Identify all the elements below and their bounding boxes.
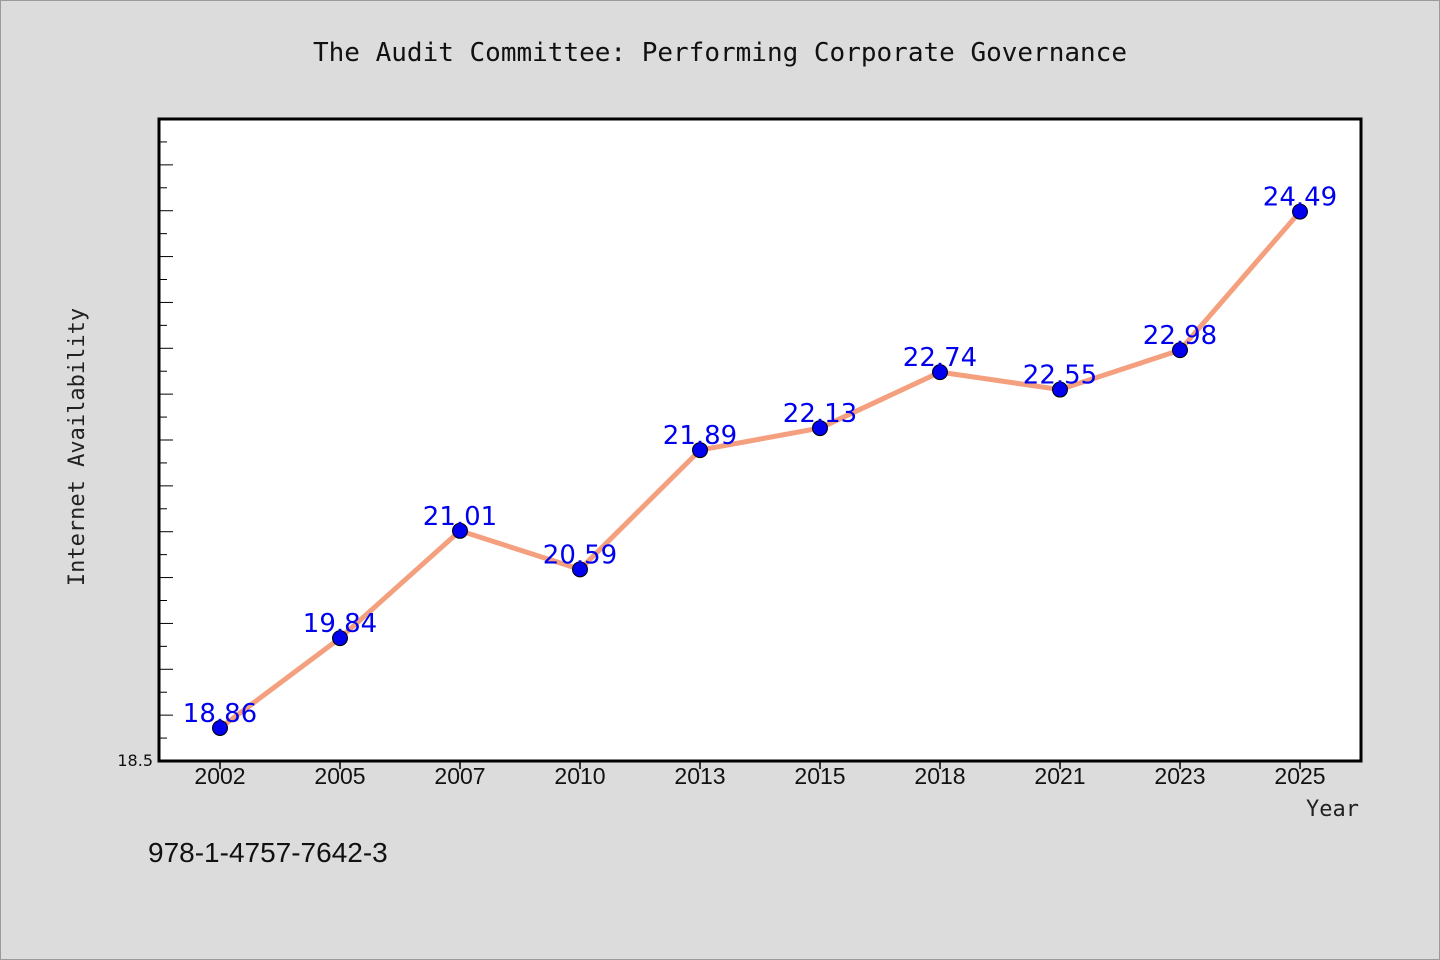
data-point [1172, 342, 1188, 359]
data-label: 24.49 [1263, 183, 1337, 213]
x-tick-label: 2015 [794, 763, 845, 789]
data-point [1052, 381, 1068, 398]
data-label: 21.89 [663, 421, 737, 451]
y-axis-ticks [159, 118, 173, 762]
x-tick-label: 2013 [674, 763, 725, 789]
data-point [812, 420, 828, 437]
y-tick-label: 18.5 [117, 751, 153, 770]
data-point [1292, 203, 1308, 220]
data-label: 22.13 [783, 399, 857, 429]
x-tick-label: 2002 [194, 763, 245, 789]
data-point [452, 522, 468, 539]
series-layer: 18.86 19.84 21.01 20.59 21.89 22.13 22.74 22.55… [183, 183, 1337, 736]
x-tick-label: 2025 [1274, 763, 1325, 789]
data-label: 20.59 [543, 540, 617, 570]
isbn-footer: 978-1-4757-7642-3 [148, 837, 388, 868]
data-label: 22.55 [1023, 361, 1097, 391]
x-tick-label: 2007 [434, 763, 485, 789]
data-label: 22.98 [1143, 321, 1217, 351]
data-label: 22.74 [903, 343, 977, 373]
x-tick-label: 2005 [314, 763, 365, 789]
x-tick-label: 2021 [1034, 763, 1085, 789]
data-label: 19.84 [303, 609, 377, 639]
x-tick-label: 2018 [914, 763, 965, 789]
x-axis-ticks: 2002 2005 2007 2010 2013 2015 2018 2021 2023 2025 [194, 761, 1326, 789]
data-point [692, 442, 708, 459]
data-point [332, 630, 348, 647]
data-point [572, 561, 588, 578]
data-point [932, 364, 948, 381]
plot-area [157, 117, 1363, 763]
data-label: 21.01 [423, 502, 497, 532]
x-tick-label: 2023 [1154, 763, 1205, 789]
chart-title: The Audit Committee: Performing Corporat… [313, 38, 1127, 68]
data-label: 18.86 [183, 699, 257, 729]
y-axis-label: Internet Availability [65, 308, 90, 586]
x-tick-label: 2010 [554, 763, 605, 789]
data-point [212, 719, 228, 736]
x-axis-label: Year [1306, 797, 1359, 822]
series-line [217, 209, 1303, 731]
